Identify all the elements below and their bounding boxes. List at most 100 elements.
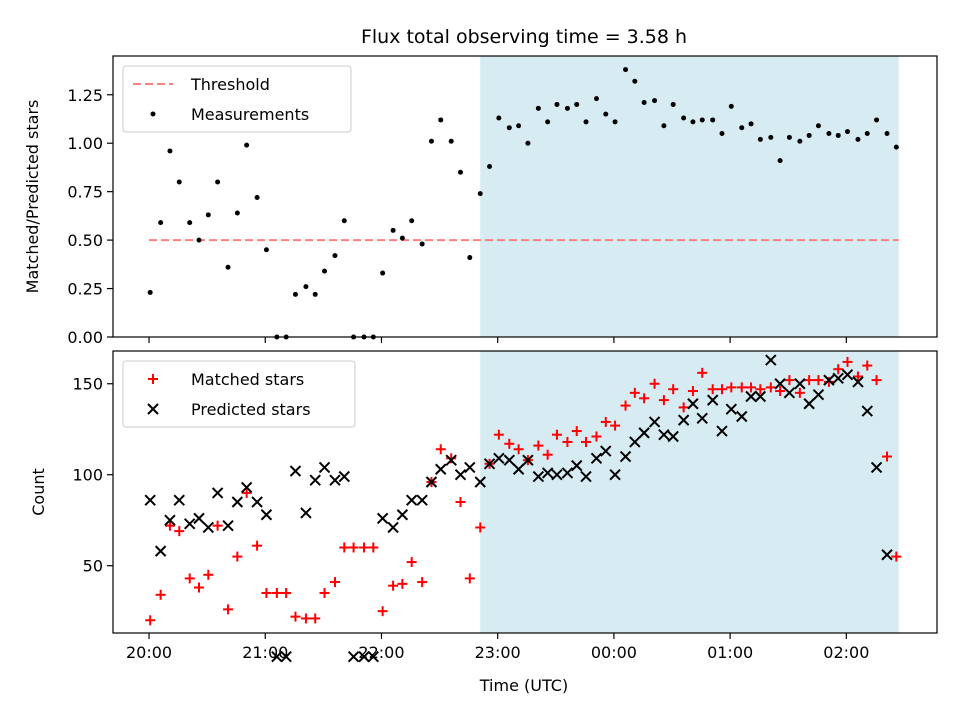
data-point: [144, 494, 156, 506]
data-point: [512, 463, 525, 475]
data-point: [812, 388, 825, 401]
count-series-predicted-stars: [144, 354, 893, 663]
data-point: [396, 509, 409, 521]
data-point: [652, 98, 658, 104]
data-point: [280, 650, 292, 663]
legend-label: Measurements: [191, 105, 309, 124]
data-point: [496, 115, 502, 121]
data-point: [852, 376, 864, 388]
data-point: [591, 431, 602, 442]
data-point: [748, 121, 754, 127]
data-point: [187, 220, 193, 226]
count-y-axis-label: Count: [29, 468, 48, 516]
data-point: [777, 158, 783, 164]
data-point: [638, 427, 650, 439]
ratio-shaded-region: [480, 56, 899, 337]
legend-swatch: [150, 111, 156, 117]
data-point: [477, 191, 483, 197]
y-tick-label: 0.00: [67, 328, 103, 347]
data-point: [641, 100, 647, 106]
data-point: [649, 378, 660, 389]
data-point: [310, 613, 321, 624]
legend-label: Threshold: [190, 75, 270, 94]
data-point: [406, 557, 417, 568]
data-point: [467, 255, 473, 261]
data-point: [658, 395, 669, 406]
legend-swatch: [147, 403, 159, 415]
data-point: [338, 470, 350, 483]
data-point: [254, 194, 260, 200]
data-point: [164, 520, 175, 531]
data-point: [768, 134, 774, 140]
data-point: [677, 414, 690, 426]
count-axes-frame: [112, 350, 938, 634]
data-point: [774, 378, 786, 390]
data-point: [603, 111, 609, 117]
data-point: [581, 436, 592, 447]
x-tick-label: 02:00: [823, 643, 869, 662]
y-tick-label: 1.00: [67, 134, 103, 153]
data-point: [464, 573, 475, 584]
data-point: [240, 481, 253, 494]
data-point: [687, 386, 698, 397]
data-point: [571, 459, 583, 472]
data-point: [835, 132, 841, 138]
data-point: [446, 453, 457, 464]
data-point: [329, 474, 341, 486]
data-point: [668, 384, 679, 395]
data-point: [882, 451, 893, 462]
data-point: [726, 382, 737, 393]
data-point: [841, 368, 854, 381]
data-point: [845, 129, 851, 135]
data-point: [806, 132, 812, 138]
data-point: [855, 136, 861, 142]
data-point: [487, 163, 493, 169]
data-point: [541, 467, 554, 479]
data-point: [719, 131, 725, 137]
data-point: [215, 179, 221, 185]
data-point: [244, 142, 250, 148]
data-point: [542, 449, 553, 460]
data-point: [623, 67, 629, 73]
data-point: [706, 394, 719, 406]
data-point: [710, 117, 716, 123]
data-point: [725, 403, 737, 415]
data-point: [457, 169, 463, 175]
data-point: [399, 235, 405, 241]
data-point: [842, 356, 853, 367]
data-point: [417, 577, 428, 588]
data-point: [154, 545, 167, 557]
data-point: [339, 542, 350, 553]
ratio-y-axis-label: Matched/Predicted stars: [23, 100, 42, 294]
data-point: [271, 650, 283, 663]
data-point: [158, 220, 164, 226]
data-point: [765, 354, 777, 366]
data-point: [329, 577, 340, 588]
data-point: [252, 540, 263, 551]
x-axis-label: Time (UTC): [479, 676, 568, 695]
data-point: [754, 390, 767, 403]
data-point: [736, 382, 747, 393]
data-point: [347, 650, 360, 663]
data-point: [522, 454, 534, 466]
data-point: [629, 436, 641, 448]
chart-title: Flux total observing time = 3.58 h: [361, 26, 687, 48]
x-tick-label: 23:00: [475, 643, 521, 662]
data-point: [202, 521, 215, 534]
data-point: [203, 569, 214, 580]
data-point: [376, 512, 389, 525]
data-point: [864, 131, 870, 137]
data-point: [678, 402, 689, 413]
data-point: [757, 136, 763, 142]
data-point: [223, 604, 234, 615]
data-point: [211, 487, 224, 499]
x-tick-label: 00:00: [591, 643, 637, 662]
data-point: [504, 438, 515, 449]
data-point: [716, 384, 727, 395]
data-point: [862, 360, 873, 371]
data-point: [813, 375, 824, 386]
data-point: [222, 519, 234, 532]
data-point: [681, 115, 687, 121]
data-point: [561, 467, 574, 479]
